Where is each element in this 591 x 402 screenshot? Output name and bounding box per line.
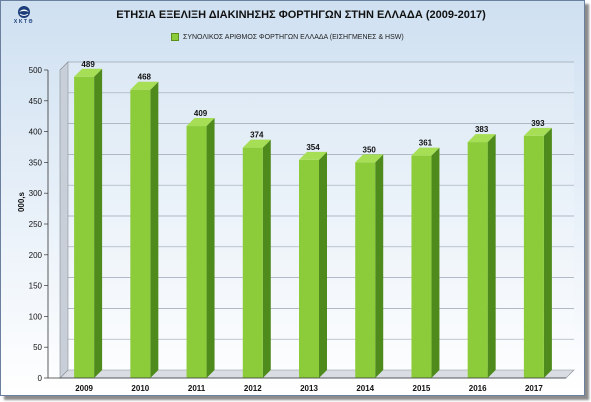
logo-text: ΧΚΤΘ [13, 19, 35, 25]
x-tick-label: 2015 [413, 384, 431, 393]
bar-side-face [543, 127, 552, 378]
bar-top-face [242, 139, 271, 148]
bar [355, 162, 376, 378]
y-tick-label: 250 [29, 220, 43, 229]
y-tick-label: 300 [29, 189, 43, 198]
y-tick-label: 200 [29, 251, 43, 260]
bar [130, 89, 151, 378]
bar-top-face [299, 151, 327, 160]
x-tick-label: 2010 [131, 384, 149, 393]
bar-side-face [319, 151, 327, 378]
data-label: 393 [531, 119, 545, 128]
x-tick-label: 2016 [469, 384, 487, 393]
plot-side-wall [59, 61, 69, 379]
chart-title: ΕΤΗΣΙΑ ΕΞΕΛΙΞΗ ΔΙΑΚΙΝΗΣΗΣ ΦΟΡΤΗΓΩΝ ΣΤΗΝ … [116, 9, 486, 21]
x-tick-label: 2013 [300, 384, 318, 393]
y-tick-label: 150 [29, 282, 43, 291]
bar-side-face [206, 118, 215, 378]
x-tick-label: 2011 [188, 384, 206, 393]
bar-top-face [74, 68, 103, 77]
data-label: 468 [138, 73, 152, 82]
logo-emblem-icon [18, 6, 30, 18]
bar-side-face [431, 147, 440, 378]
data-label: 489 [81, 60, 95, 69]
bar-side-face [375, 154, 384, 378]
bar [242, 147, 263, 378]
bar-top-face [523, 127, 552, 136]
bar-top-face [130, 81, 159, 90]
y-tick-label: 400 [29, 128, 43, 137]
data-label: 374 [250, 131, 264, 140]
bar [299, 159, 319, 378]
bar-side-face [487, 134, 496, 378]
data-label: 409 [194, 109, 208, 118]
data-label: 350 [363, 145, 377, 154]
chart-legend: ΣΥΝΟΛΙΚΟΣ ΑΡΙΘΜΟΣ ΦΟΡΤΗΓΩΝ ΕΛΛΑΔΑ (ΕΙΣΗΓ… [171, 31, 404, 43]
bar [523, 135, 544, 378]
y-tick-label: 350 [29, 158, 43, 167]
x-tick-label: 2017 [525, 384, 543, 393]
legend-swatch [171, 33, 179, 41]
bar-top-face [467, 134, 496, 143]
x-tick-label: 2009 [75, 384, 93, 393]
bar-side-face [150, 81, 159, 378]
bar-top-face [186, 118, 215, 127]
x-tick-label: 2014 [356, 384, 374, 393]
y-tick-label: 450 [29, 97, 43, 106]
data-label: 354 [306, 143, 320, 152]
bar [74, 76, 95, 378]
bar-top-face [355, 154, 384, 163]
data-label: 383 [475, 125, 489, 134]
legend-label: ΣΥΝΟΛΙΚΟΣ ΑΡΙΘΜΟΣ ΦΟΡΤΗΓΩΝ ΕΛΛΑΔΑ (ΕΙΣΗΓ… [183, 33, 404, 41]
bar-side-face [94, 68, 103, 378]
bar [467, 142, 488, 378]
bar-top-face [411, 147, 440, 156]
y-tick-label: 500 [29, 66, 43, 75]
logo: ΧΚΤΘ [8, 5, 40, 27]
bar [186, 126, 207, 378]
y-tick-label: 100 [29, 312, 43, 321]
data-label: 361 [419, 139, 433, 148]
bar [411, 155, 432, 378]
y-tick-label: 0 [38, 374, 43, 383]
x-tick-label: 2012 [244, 384, 262, 393]
bar-side-face [262, 139, 271, 378]
y-tick-label: 50 [33, 343, 42, 352]
